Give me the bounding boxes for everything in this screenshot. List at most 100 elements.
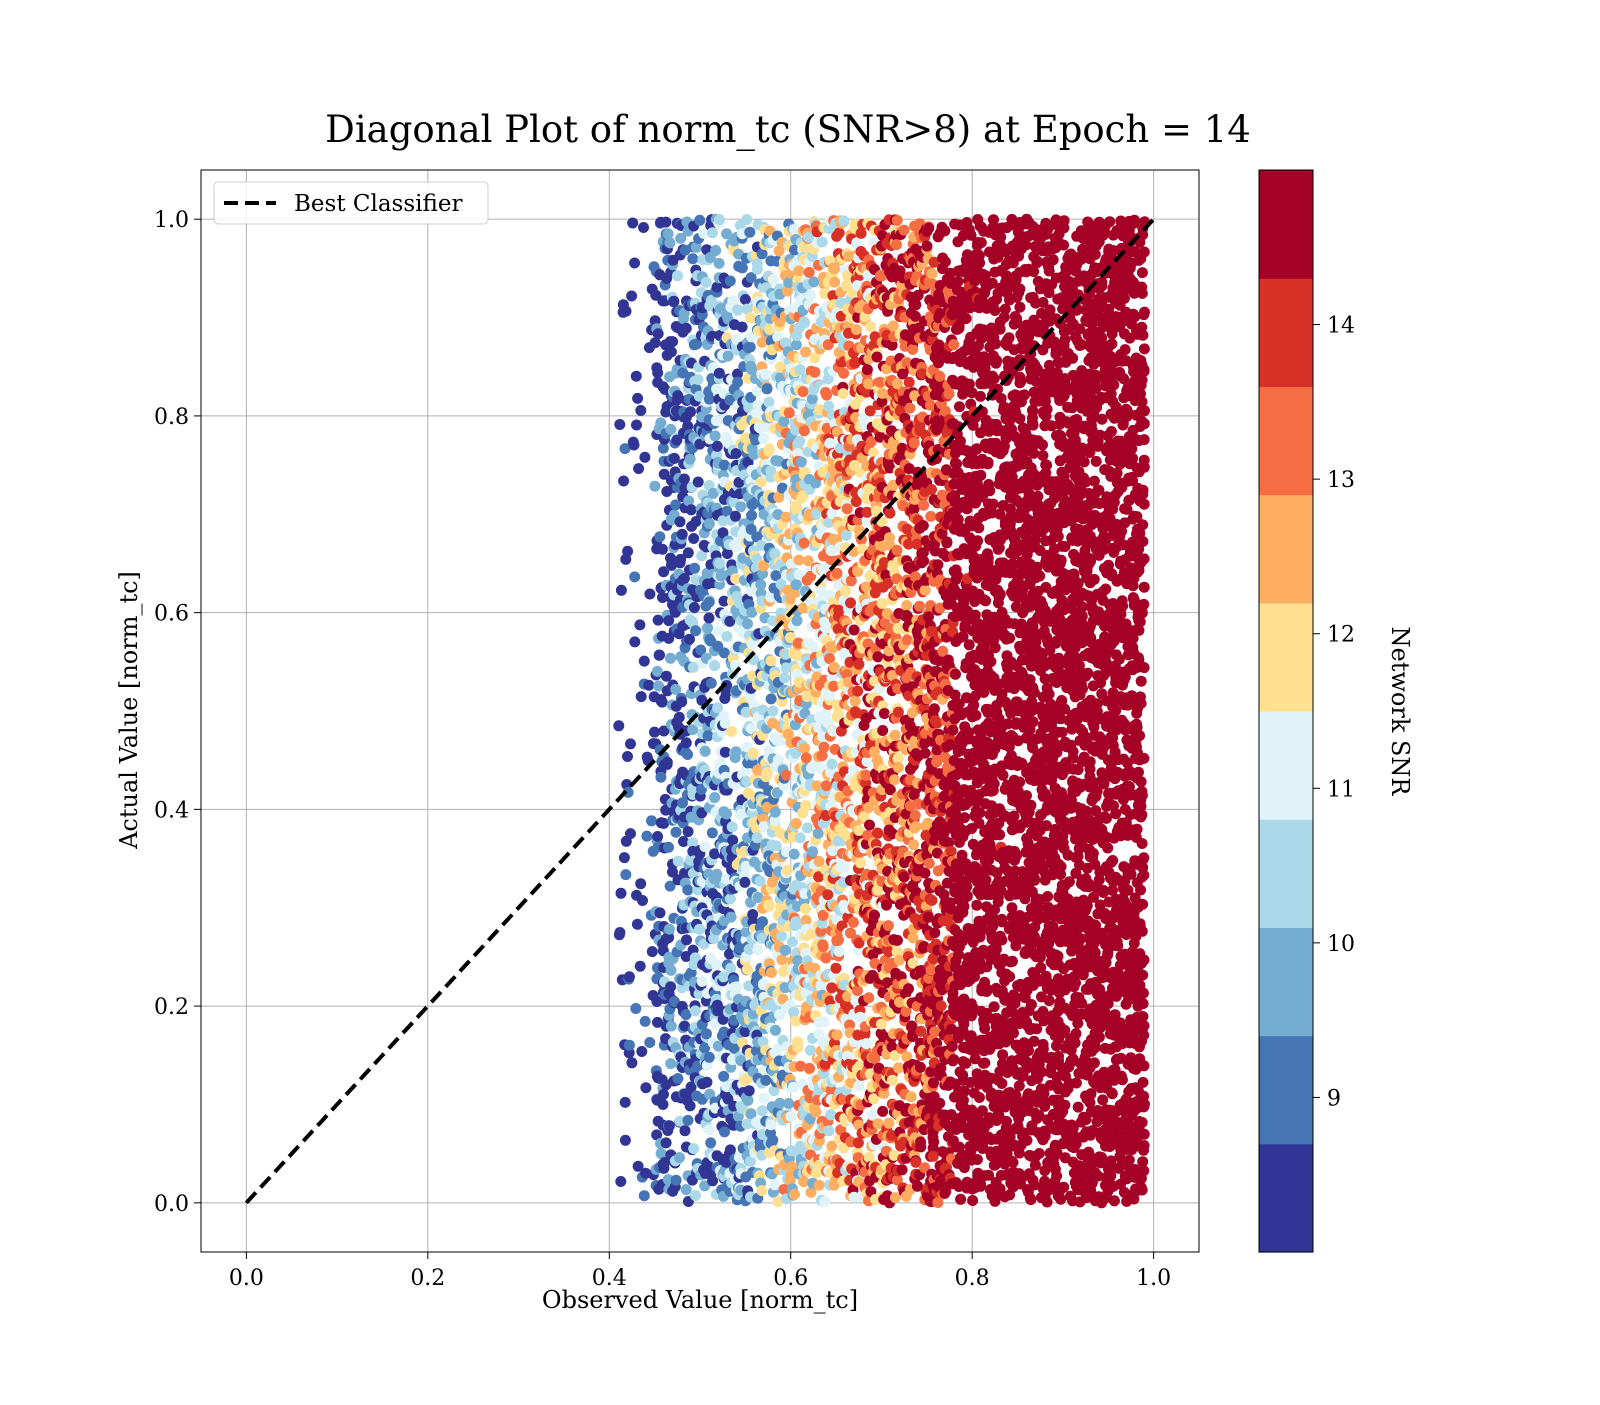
scatter-point <box>922 241 933 252</box>
scatter-point <box>849 625 860 636</box>
scatter-point <box>779 672 790 683</box>
scatter-point <box>756 1185 767 1196</box>
scatter-point <box>807 846 818 857</box>
scatter-point <box>666 965 677 976</box>
scatter-point <box>861 1038 872 1049</box>
scatter-point <box>649 481 660 492</box>
scatter-point <box>626 291 637 302</box>
scatter-point <box>701 277 712 288</box>
scatter-point <box>904 377 915 388</box>
scatter-point <box>810 1107 821 1118</box>
scatter-point <box>621 306 632 317</box>
scatter-point <box>757 248 768 259</box>
scatter-point <box>700 746 711 757</box>
scatter-point <box>864 820 875 831</box>
scatter-point <box>725 963 736 974</box>
scatter-point <box>725 276 736 287</box>
scatter-point <box>660 217 671 228</box>
scatter-point <box>688 1143 699 1154</box>
scatter-point <box>892 545 903 556</box>
scatter-point <box>800 347 811 358</box>
scatter-point <box>671 1175 682 1186</box>
scatter-point <box>929 927 940 938</box>
scatter-point <box>821 708 832 719</box>
scatter-point <box>722 631 733 642</box>
scatter-point <box>892 935 903 946</box>
scatter-point <box>833 935 844 946</box>
scatter-point <box>726 912 737 923</box>
scatter-point <box>863 992 874 1003</box>
scatter-point <box>720 747 731 758</box>
scatter-point <box>929 703 940 714</box>
scatter-point <box>752 264 763 275</box>
scatter-point <box>799 538 810 549</box>
scatter-point <box>714 368 725 379</box>
scatter-point <box>848 917 859 928</box>
scatter-point <box>731 981 742 992</box>
scatter-point <box>668 296 679 307</box>
scatter-point <box>907 344 918 355</box>
scatter-point <box>789 1189 800 1200</box>
scatter-point <box>667 336 678 347</box>
scatter-point <box>731 746 742 757</box>
scatter-point <box>800 800 811 811</box>
scatter-point <box>622 546 633 557</box>
scatter-point <box>682 885 693 896</box>
scatter-point <box>737 262 748 273</box>
scatter-point <box>718 971 729 982</box>
scatter-point <box>694 215 705 226</box>
scatter-point <box>801 752 812 763</box>
scatter-point <box>701 1028 712 1039</box>
scatter-point <box>758 1093 769 1104</box>
scatter-point <box>872 828 883 839</box>
scatter-point <box>690 625 701 636</box>
scatter-point <box>939 225 950 236</box>
scatter-point <box>845 597 856 608</box>
scatter-point <box>636 1046 647 1057</box>
scatter-point <box>765 1119 776 1130</box>
scatter-point <box>629 636 640 647</box>
scatter-point <box>915 1141 926 1152</box>
scatter-point <box>631 371 642 382</box>
scatter-point <box>682 749 693 760</box>
scatter-point <box>850 696 861 707</box>
scatter-point <box>624 971 635 982</box>
scatter-point <box>929 1026 940 1037</box>
scatter-point <box>701 1077 712 1088</box>
scatter-point <box>764 443 775 454</box>
scatter-point <box>727 821 738 832</box>
scatter-point <box>883 920 894 931</box>
scatter-point <box>760 1075 771 1086</box>
scatter-point <box>614 419 625 430</box>
scatter-point <box>897 1164 908 1175</box>
scatter-point <box>685 406 696 417</box>
scatter-point <box>710 430 721 441</box>
scatter-point <box>842 503 853 514</box>
scatter-point <box>641 831 652 842</box>
scatter-point <box>840 586 851 597</box>
scatter-point <box>853 1137 864 1148</box>
scatter-point <box>635 961 646 972</box>
scatter-point <box>853 659 864 670</box>
scatter-point <box>889 774 900 785</box>
scatter-point <box>914 601 925 612</box>
scatter-point <box>909 503 920 514</box>
scatter-point <box>792 1042 803 1053</box>
scatter-point <box>877 1106 888 1117</box>
scatter-point <box>619 852 630 863</box>
scatter-point <box>683 1115 694 1126</box>
scatter-point <box>664 1120 675 1131</box>
scatter-point <box>726 726 737 737</box>
scatter-point <box>839 862 850 873</box>
scatter-point <box>634 619 645 630</box>
scatter-point <box>690 1190 701 1201</box>
scatter-point <box>661 1137 672 1148</box>
scatter-point <box>776 931 787 942</box>
scatter-point <box>893 707 904 718</box>
scatter-point <box>626 1057 637 1068</box>
scatter-point <box>768 274 779 285</box>
scatter-point <box>632 393 643 404</box>
scatter-point <box>910 810 921 821</box>
scatter-point <box>902 634 913 645</box>
